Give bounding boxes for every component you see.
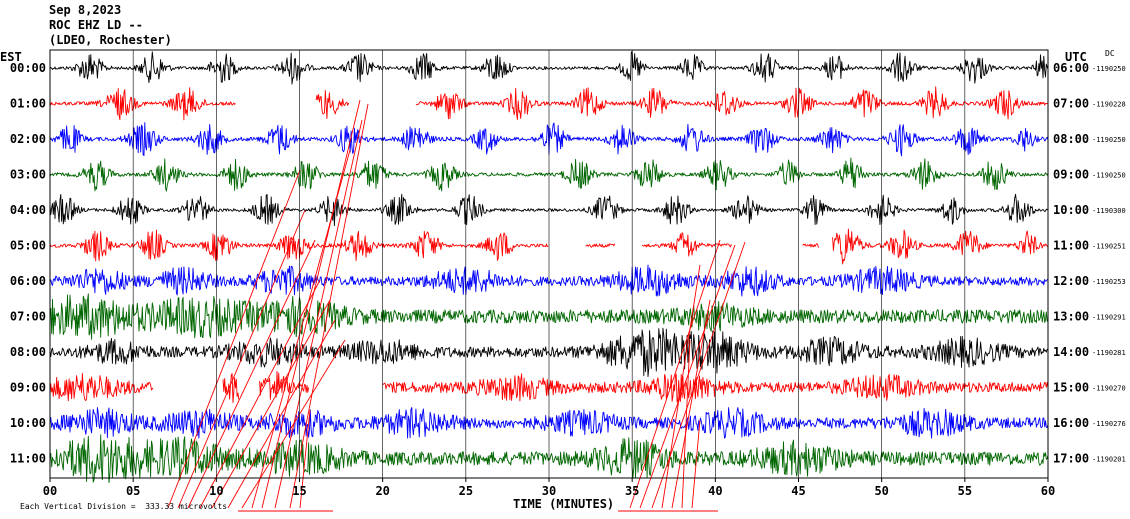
dc-offset-value: -1190250 [1092,172,1126,180]
est-time-label: 05:00 [10,239,46,253]
event-marker-line [289,103,369,509]
utc-time-label: 09:00 [1053,168,1089,182]
dc-offset-value: -1190251 [1092,243,1126,251]
utc-time-label: 07:00 [1053,97,1089,111]
est-time-label: 02:00 [10,132,46,146]
event-marker-line [639,244,736,509]
est-time-label: 09:00 [10,381,46,395]
event-marker-line [661,264,701,509]
plot-date: Sep 8,2023 [49,3,122,17]
x-tick-label: 05 [126,484,140,498]
x-tick-label: 55 [958,484,972,498]
event-marker-line [651,241,746,509]
x-axis-title: TIME (MINUTES) [513,497,614,511]
est-time-label: 03:00 [10,168,46,182]
dc-offset-value: -1190201 [1092,456,1126,464]
dc-offset-value: -1190276 [1092,420,1126,428]
event-marker-line [671,299,711,509]
scale-note: Each Vertical Division = 333.33 microvol… [20,502,227,511]
est-time-label: 00:00 [10,61,46,75]
event-marker-line [199,279,321,509]
trace-row [49,371,1049,404]
dc-offset-value: -1190253 [1092,278,1126,286]
event-marker-line [187,239,316,509]
dc-offset-value: -1190281 [1092,349,1126,357]
station-code: ROC EHZ LD -- [49,18,143,32]
utc-time-label: 15:00 [1053,381,1089,395]
utc-time-label: 08:00 [1053,132,1089,146]
event-marker-line [167,169,301,509]
est-time-label: 07:00 [10,310,46,324]
utc-time-label: 13:00 [1053,310,1089,324]
est-axis-label: EST [0,50,22,64]
utc-time-label: 17:00 [1053,452,1089,466]
event-annotations [167,99,746,512]
dc-offset-value: -1190228 [1092,101,1126,109]
dc-label: DC [1105,49,1115,58]
est-time-label: 10:00 [10,416,46,430]
x-tick-label: 15 [292,484,306,498]
x-tick-label: 10 [209,484,223,498]
est-time-label: 11:00 [10,452,46,466]
dc-offset-value: -1190300 [1092,207,1126,215]
minute-gridlines [132,50,966,478]
x-tick-label: 40 [708,484,722,498]
event-marker-line [261,99,361,509]
est-time-label: 06:00 [10,274,46,288]
utc-time-label: 16:00 [1053,416,1089,430]
x-tick-label: 30 [542,484,556,498]
x-tick-label: 00 [43,484,57,498]
x-tick-label: 50 [874,484,888,498]
event-marker-line [691,419,701,509]
dc-offset-value: -1190291 [1092,314,1126,322]
utc-time-label: 12:00 [1053,274,1089,288]
axis-labels: EST UTC DC TIME (MINUTES) Each Vertical … [0,49,1126,511]
utc-time-label: 14:00 [1053,345,1089,359]
x-tick-label: 20 [375,484,389,498]
trace-row [49,228,1049,265]
network-name: (LDEO, Rochester) [49,33,172,47]
utc-time-label: 06:00 [1053,61,1089,75]
event-marker-line [227,319,336,509]
utc-axis-label: UTC [1065,50,1087,64]
event-marker-line [681,339,691,509]
x-tick-label: 25 [459,484,473,498]
x-tick-label: 60 [1041,484,1055,498]
est-time-label: 04:00 [10,203,46,217]
dc-offset-value: -1190250 [1092,65,1126,73]
est-time-label: 01:00 [10,97,46,111]
plot-frame [49,49,1049,482]
dc-offset-value: -1190250 [1092,136,1126,144]
dc-offset-value: -1190270 [1092,385,1126,393]
event-marker-line [629,239,721,509]
event-marker-line [177,209,306,509]
event-marker-line [274,119,363,509]
x-tick-label: 35 [625,484,639,498]
est-time-label: 08:00 [10,345,46,359]
event-marker-line [299,409,311,509]
utc-time-label: 11:00 [1053,239,1089,253]
utc-time-label: 10:00 [1053,203,1089,217]
event-marker-line [211,299,331,509]
trace-row [49,86,1049,121]
x-tick-label: 45 [791,484,805,498]
